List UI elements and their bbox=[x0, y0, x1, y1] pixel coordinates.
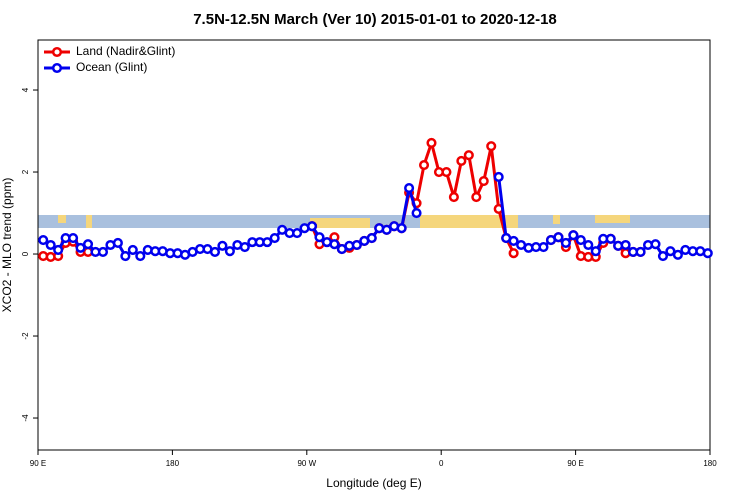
data-point bbox=[82, 239, 94, 250]
data-point bbox=[314, 232, 325, 243]
data-point bbox=[575, 235, 586, 246]
y-tick-label: 2 bbox=[21, 169, 30, 174]
data-point bbox=[508, 248, 519, 259]
land-patch bbox=[86, 215, 92, 228]
legend: Land (Nadir&Glint) Ocean (Glint) bbox=[44, 44, 175, 74]
plot-frame bbox=[37, 39, 711, 451]
data-point bbox=[665, 246, 676, 257]
data-point bbox=[448, 191, 459, 203]
data-point bbox=[224, 246, 235, 257]
data-point bbox=[239, 242, 250, 253]
band bbox=[38, 215, 710, 228]
legend-label: Land (Nadir&Glint) bbox=[76, 44, 175, 58]
data-point bbox=[329, 239, 340, 250]
data-point bbox=[306, 221, 318, 232]
data-point bbox=[553, 232, 564, 243]
y-tick-label: -2 bbox=[21, 332, 30, 340]
data-point bbox=[351, 239, 362, 251]
data-point bbox=[418, 160, 430, 171]
data-point bbox=[456, 155, 467, 166]
data-point bbox=[702, 248, 713, 259]
legend-marker bbox=[51, 46, 63, 58]
land-ocean-band bbox=[38, 215, 710, 228]
data-point bbox=[262, 237, 273, 248]
data-point bbox=[366, 232, 377, 244]
land-patch bbox=[58, 215, 66, 223]
data-point bbox=[478, 175, 489, 187]
data-point bbox=[583, 239, 594, 251]
data-point bbox=[38, 235, 49, 246]
chart-title: 7.5N-12.5N March (Ver 10) 2015-01-01 to … bbox=[193, 11, 557, 28]
data-point bbox=[493, 171, 504, 182]
data-point bbox=[127, 244, 138, 255]
data-point bbox=[45, 239, 56, 251]
x-tick-label: 90 E bbox=[30, 459, 46, 468]
land-patch bbox=[420, 215, 518, 228]
data-point bbox=[620, 239, 631, 251]
data-point bbox=[672, 249, 683, 260]
legend-label: Ocean (Glint) bbox=[76, 60, 147, 74]
land-patch bbox=[310, 218, 370, 228]
x-tick-label: 180 bbox=[166, 459, 180, 468]
data-point bbox=[590, 246, 601, 257]
data-point bbox=[463, 150, 474, 161]
data-point bbox=[68, 232, 79, 244]
data-point bbox=[209, 246, 221, 258]
data-point bbox=[381, 224, 392, 235]
data-point bbox=[269, 232, 280, 244]
x-axis-label: Longitude (deg E) bbox=[326, 476, 421, 490]
y-tick-label: 4 bbox=[21, 87, 30, 92]
data-point bbox=[560, 237, 571, 248]
y-axis-label: XCO2 - MLO trend (ppm) bbox=[0, 178, 14, 313]
data-point bbox=[441, 166, 452, 178]
data-point bbox=[97, 246, 109, 258]
data-point bbox=[396, 223, 407, 234]
data-point bbox=[538, 242, 549, 253]
data-point bbox=[635, 246, 646, 258]
data-point bbox=[471, 191, 482, 203]
land-patch bbox=[553, 215, 560, 224]
data-point bbox=[568, 230, 579, 241]
x-tick-label: 90 E bbox=[567, 459, 583, 468]
data-point bbox=[75, 242, 86, 253]
data-point bbox=[292, 228, 303, 239]
y-tick-label: -4 bbox=[21, 414, 30, 422]
data-point bbox=[426, 137, 437, 148]
data-point bbox=[112, 237, 123, 248]
data-point bbox=[120, 251, 131, 262]
legend-marker bbox=[51, 62, 63, 74]
x-tick-label: 180 bbox=[703, 459, 717, 468]
y-tick-label: 0 bbox=[21, 251, 30, 256]
data-point bbox=[486, 141, 497, 152]
data-point bbox=[411, 207, 422, 219]
data-point bbox=[135, 251, 146, 262]
data-point bbox=[657, 251, 669, 262]
data-point bbox=[217, 240, 228, 251]
data-point bbox=[404, 182, 415, 194]
data-point bbox=[605, 233, 616, 244]
x-tick-label: 90 W bbox=[297, 459, 316, 468]
x-tick-label: 0 bbox=[439, 459, 444, 468]
land-patch bbox=[595, 215, 630, 223]
data-point bbox=[508, 235, 519, 246]
series bbox=[38, 171, 713, 262]
data-point bbox=[650, 239, 661, 250]
data-point bbox=[53, 244, 64, 255]
